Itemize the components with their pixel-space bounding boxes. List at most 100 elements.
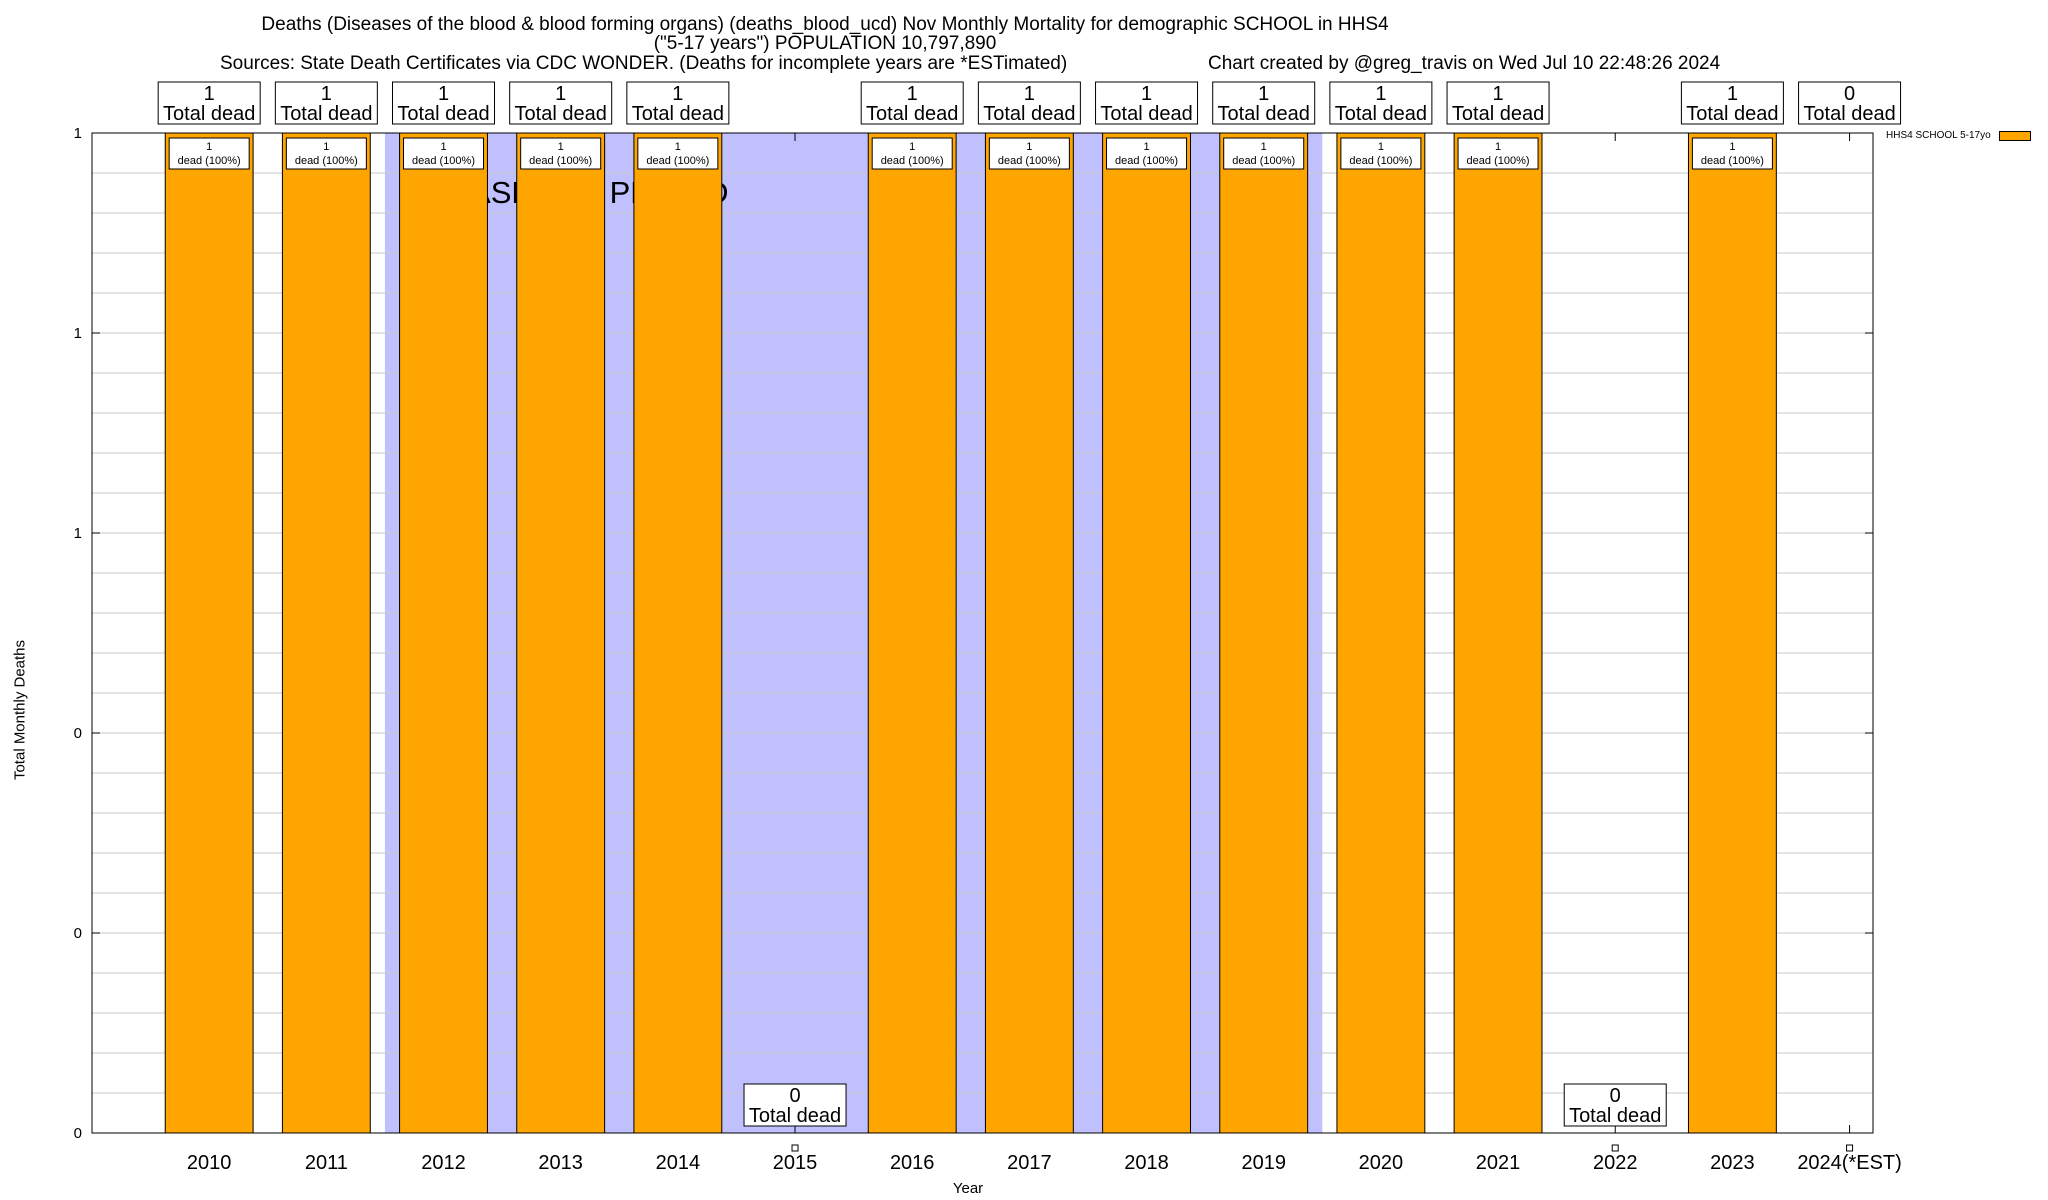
total-label-count: 1 [1375,83,1386,105]
bar [1453,132,1543,1134]
legend: HHS4 SCHOOL 5-17yo [1886,130,2031,141]
bar-label-count: 1 [909,141,915,153]
bar-label-box [285,137,367,170]
total-label-count: 1 [204,83,215,105]
chart-title: Deaths (Diseases of the blood & blood fo… [261,14,1389,35]
total-label-text: Total dead [983,103,1075,125]
bar-label-box [1223,137,1305,170]
bar [281,132,371,1134]
x-tick-label: 2018 [1124,1152,1169,1174]
y-tick-label: 0 [74,1125,82,1142]
y-tick-label: 0 [74,725,82,742]
total-label-box [392,81,496,125]
total-label-count: 1 [438,83,449,105]
bar-label: dead (100%) [1115,155,1178,167]
total-label-text: Total dead [1335,103,1427,125]
bar-label: dead (100%) [295,155,358,167]
bar-label: dead (100%) [998,155,1061,167]
y-tick-label: 1 [74,525,82,542]
total-label-box [626,81,730,125]
total-label-text: Total dead [1686,103,1778,125]
total-label-box [743,1083,847,1127]
bar-label: dead (100%) [1232,155,1295,167]
bar-label-count: 1 [1026,141,1032,153]
total-label-text: Total dead [1569,1105,1661,1127]
bar-label-count: 1 [1729,141,1735,153]
bar-label-box [403,137,485,170]
total-label-count: 1 [1727,83,1738,105]
bar-label-box [1457,137,1539,170]
total-label-count: 0 [1844,83,1855,105]
bar-label-box [988,137,1070,170]
total-label-box [1680,81,1784,125]
total-label-box [1446,81,1550,125]
bar [1102,132,1191,1134]
bar-label: dead (100%) [412,155,475,167]
zero-marker [1611,1144,1619,1152]
bar-label-count: 1 [440,141,446,153]
bar [399,132,488,1134]
bar [164,132,254,1134]
bar [984,132,1074,1134]
total-label-count: 1 [1258,83,1269,105]
bar-label-count: 1 [323,141,329,153]
total-label-text: Total dead [163,103,255,125]
bar-label: dead (100%) [881,155,944,167]
total-label-text: Total dead [749,1105,841,1127]
x-tick-label: 2020 [1359,1152,1404,1174]
created-by-note: Chart created by @greg_travis on Wed Jul… [1208,53,1721,74]
x-tick-label: 2023 [1710,1152,1755,1174]
total-label-text: Total dead [397,103,489,125]
bar-label-count: 1 [206,141,212,153]
bar-label-box [1106,137,1188,170]
bar-label-count: 1 [1261,141,1267,153]
x-tick-label: 2011 [305,1152,348,1174]
y-tick-label: 0 [74,925,82,942]
bar [1219,132,1309,1134]
total-label-count: 1 [321,83,332,105]
x-tick-label: 2021 [1476,1152,1521,1174]
total-label-box [1798,81,1902,125]
bar-label: dead (100%) [529,155,592,167]
total-label-text: Total dead [866,103,958,125]
total-label-count: 1 [672,83,683,105]
y-tick-label: 1 [74,325,82,342]
total-label-box [157,81,261,125]
x-tick-label: 2014 [656,1152,701,1174]
total-label-text: Total dead [1218,103,1310,125]
total-label-text: Total dead [280,103,372,125]
bar-label-box [637,137,719,170]
bar-label-box [871,137,953,170]
bar-label-count: 1 [675,141,681,153]
zero-marker [791,1144,799,1152]
plot-frame [91,132,1874,1134]
x-axis-label: Year [952,1180,984,1197]
total-label-text: Total dead [515,103,607,125]
bar-label: dead (100%) [1349,155,1412,167]
bar-label: dead (100%) [178,155,241,167]
total-label-count: 1 [1492,83,1503,105]
bar [867,132,957,1134]
bar-label: dead (100%) [1701,155,1764,167]
bar [633,132,723,1134]
total-label-box [1329,81,1433,125]
total-label-count: 1 [1024,83,1035,105]
total-label-box [1212,81,1316,125]
bar-label-box [1340,137,1422,170]
total-label-count: 1 [555,83,566,105]
bar [516,132,606,1134]
total-label-box [509,81,613,125]
sources-note: Sources: State Death Certificates via CD… [220,53,1068,74]
x-tick-label: 2017 [1007,1152,1052,1174]
x-tick-label: 2016 [890,1152,935,1174]
total-label-text: Total dead [632,103,724,125]
x-tick-label: 2022 [1593,1152,1638,1174]
bar-label-box [520,137,602,170]
x-tick-label: 2013 [538,1152,583,1174]
total-label-count: 0 [789,1085,800,1107]
bar-label-count: 1 [1378,141,1384,153]
total-label-text: Total dead [1803,103,1895,125]
total-label-box [977,81,1081,125]
bar-label-count: 1 [1495,141,1501,153]
